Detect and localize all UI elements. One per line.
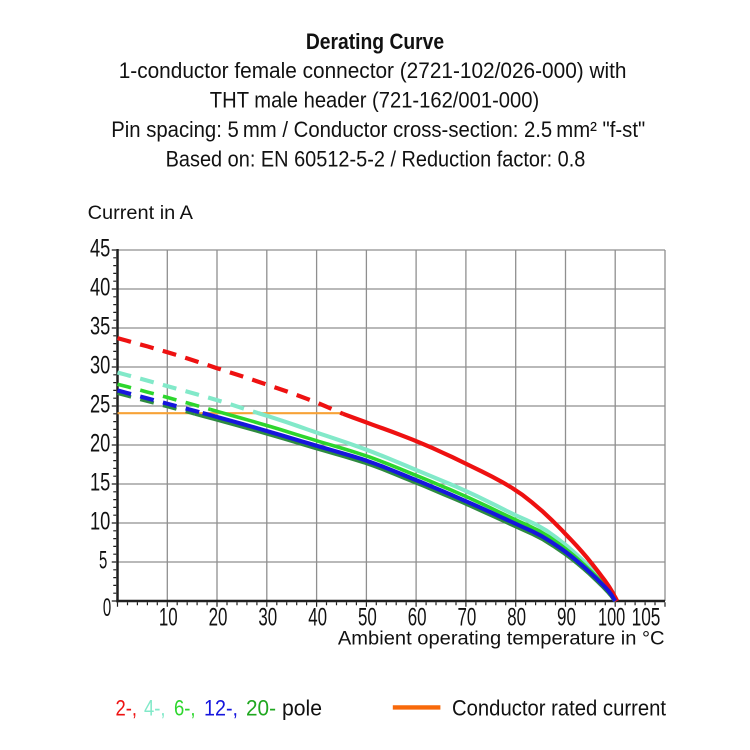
- svg-text:100: 100: [598, 604, 625, 632]
- svg-text:40: 40: [308, 604, 327, 632]
- svg-text:12-,: 12-,: [204, 695, 238, 720]
- svg-text:30: 30: [90, 352, 110, 380]
- svg-text:Based on: EN 60512-5-2 / Reduc: Based on: EN 60512-5-2 / Reduction facto…: [166, 146, 586, 171]
- svg-text:30: 30: [258, 604, 277, 632]
- svg-text:Ambient operating temperature: Ambient operating temperature in °C: [338, 629, 665, 650]
- svg-text:40: 40: [90, 274, 110, 302]
- svg-text:Current in A: Current in A: [88, 203, 194, 224]
- svg-text:THT male header (721-162/001-0: THT male header (721-162/001-000): [210, 87, 539, 112]
- svg-text:pole: pole: [282, 695, 322, 720]
- svg-text:Derating Curve: Derating Curve: [306, 29, 444, 54]
- svg-text:20: 20: [90, 430, 110, 458]
- svg-text:70: 70: [458, 604, 477, 632]
- svg-text:2-,: 2-,: [116, 695, 138, 720]
- svg-text:90: 90: [557, 604, 576, 632]
- svg-text:60: 60: [408, 604, 427, 632]
- svg-text:80: 80: [507, 604, 526, 632]
- svg-text:0: 0: [103, 594, 111, 622]
- svg-text:Conductor rated current: Conductor rated current: [452, 695, 666, 720]
- svg-text:20: 20: [209, 604, 228, 632]
- svg-text:10: 10: [159, 604, 178, 632]
- svg-text:45: 45: [90, 235, 110, 263]
- svg-text:35: 35: [90, 313, 110, 341]
- svg-text:50: 50: [358, 604, 377, 632]
- svg-text:20-: 20-: [246, 695, 276, 720]
- svg-text:10: 10: [90, 508, 110, 536]
- svg-text:6-,: 6-,: [174, 695, 196, 720]
- svg-text:4-,: 4-,: [144, 695, 166, 720]
- svg-text:105: 105: [632, 604, 661, 632]
- svg-text:25: 25: [90, 391, 110, 419]
- svg-text:1-conductor female connector (: 1-conductor female connector (2721-102/0…: [119, 58, 627, 83]
- svg-text:5: 5: [99, 546, 107, 574]
- svg-text:15: 15: [90, 469, 110, 497]
- svg-text:Pin spacing: 5 mm / Conductor: Pin spacing: 5 mm / Conductor cross-sect…: [111, 117, 645, 142]
